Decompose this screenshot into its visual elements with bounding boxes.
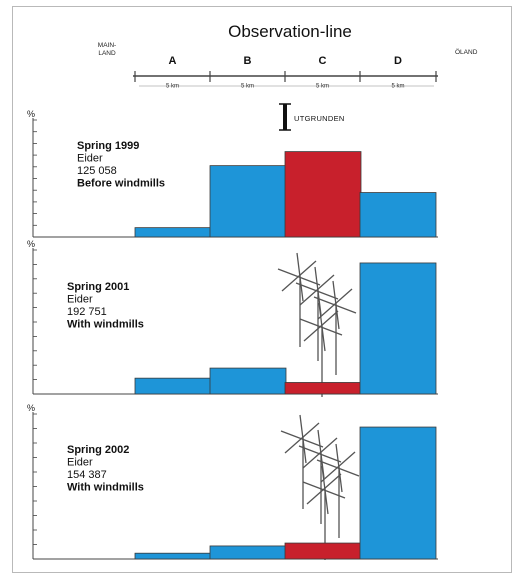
windmill-blade <box>335 443 343 493</box>
panel-condition: With windmills <box>67 482 144 494</box>
windmill-blade <box>298 445 342 463</box>
bar-c <box>284 382 362 395</box>
segment-label-d: D <box>394 55 402 67</box>
y-axis-label: % <box>27 109 35 119</box>
bar-a <box>134 377 212 395</box>
windmill-blade <box>302 481 346 499</box>
oland-label: ÖLAND <box>455 48 478 56</box>
panel-season: Spring 2002 <box>67 444 129 456</box>
chart-title: Observation-line <box>228 22 352 41</box>
bar-d <box>359 262 437 395</box>
windmill-icons <box>277 252 357 397</box>
segment-distance-d: 5 km <box>391 84 404 90</box>
segment-distance-c: 5 km <box>316 84 329 90</box>
utgrunden-label: UTGRUNDEN <box>294 114 345 123</box>
bar-c <box>284 542 362 560</box>
windmill-blade <box>296 252 304 302</box>
observation-line: A 5 km B 5 km C 5 km D 5 km MAIN-LAND ÖLAND UTGRUN… <box>98 42 478 131</box>
mainland-label-line2: LAND <box>98 50 116 57</box>
windmill-blade <box>318 302 326 352</box>
windmill-blade <box>299 414 307 464</box>
mainland-label-line1: MAIN- <box>98 42 116 49</box>
bar-a <box>134 552 212 560</box>
segment-label-a: A <box>169 55 177 67</box>
segment-distance-a: 5 km <box>166 84 179 90</box>
windmill-blade <box>299 274 335 306</box>
segment-distance-b: 5 km <box>241 84 254 90</box>
panel-species: Eider <box>77 153 103 165</box>
windmill-blade <box>332 280 340 330</box>
bar-c <box>284 151 362 238</box>
bar-d <box>359 426 437 560</box>
bar-b <box>209 165 287 238</box>
segment-label-c: C <box>319 55 327 67</box>
bar-b <box>209 545 287 560</box>
figure-border <box>12 6 512 573</box>
windmill-blade <box>295 282 339 300</box>
panel-season: Spring 1999 <box>77 140 139 152</box>
panel-count: 125 058 <box>77 165 117 177</box>
windmill-blade <box>321 465 329 515</box>
bar-a <box>134 227 212 238</box>
panel-count: 154 387 <box>67 469 107 481</box>
windmill-blade <box>320 451 356 483</box>
windmill-blade <box>316 459 360 477</box>
y-axis-label: % <box>27 239 35 249</box>
windmill-blade <box>280 430 324 448</box>
bar-b <box>209 367 287 395</box>
y-axis-label: % <box>27 403 35 413</box>
panel-condition: With windmills <box>67 319 144 331</box>
bar-d <box>359 192 437 238</box>
panel-season: Spring 2001 <box>67 281 129 293</box>
panel-species: Eider <box>67 457 93 469</box>
windmill-blade <box>299 318 343 336</box>
windmill-blade <box>277 268 321 286</box>
panel-count: 192 751 <box>67 306 107 318</box>
windmill-blade <box>281 260 317 292</box>
windmill-blade <box>313 296 357 314</box>
windmill-blade <box>284 422 320 454</box>
windmill-icons <box>280 414 360 560</box>
utgrunden-marker <box>283 104 287 130</box>
windmill-blade <box>303 310 339 342</box>
windmill-blade <box>317 288 353 320</box>
windmill-blade <box>302 437 338 469</box>
segment-label-b: B <box>244 55 252 67</box>
panel-condition: Before windmills <box>77 178 165 190</box>
panel-species: Eider <box>67 294 93 306</box>
windmill-blade <box>306 473 342 505</box>
